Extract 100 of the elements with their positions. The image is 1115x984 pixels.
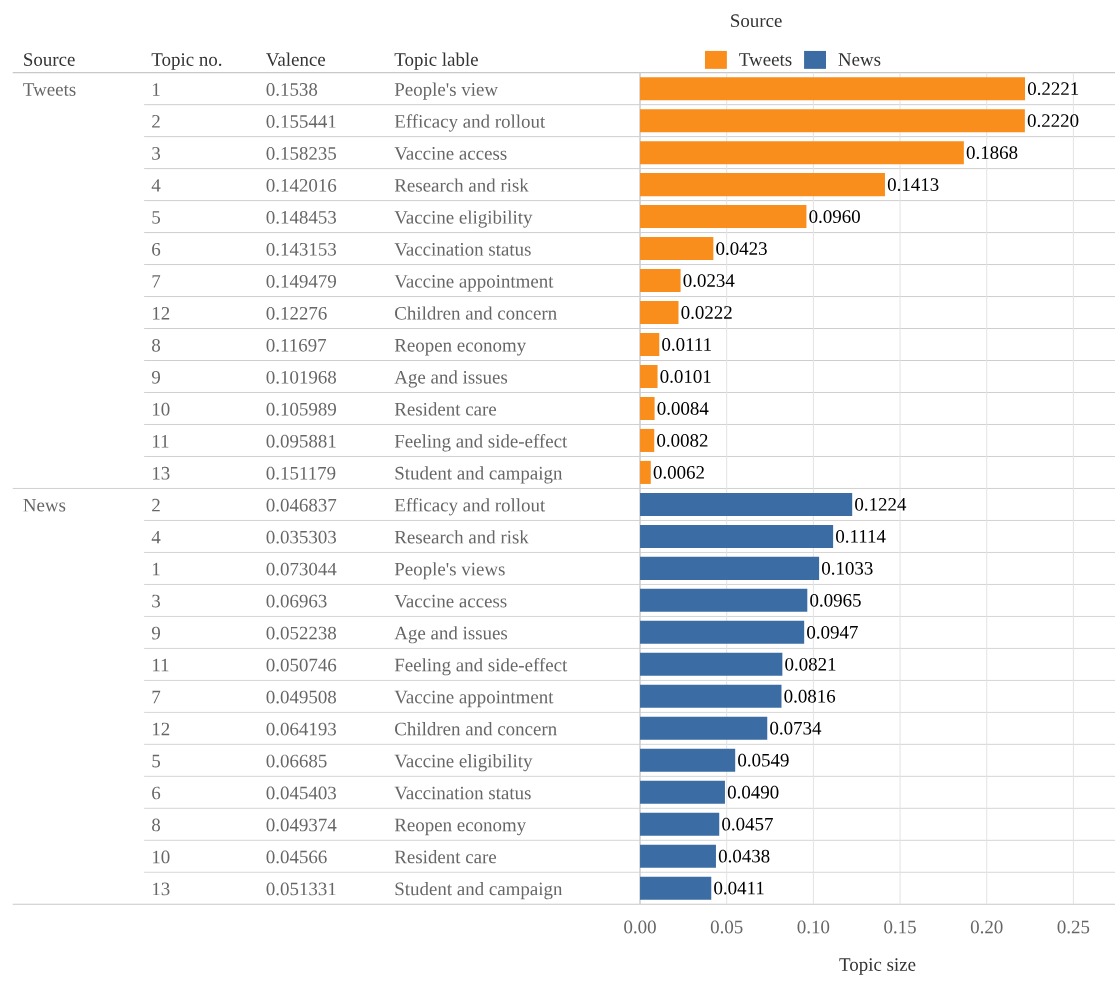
text: Valence [266,52,326,67]
text: Tweets [23,83,76,96]
y-tick-label: Vaccine eligibility [394,210,533,228]
text: 0.064193 [266,722,337,736]
text: 0.049508 [266,690,337,704]
y-tick-label: Vaccination status [394,786,531,800]
data-label: 0.0111 [662,338,711,352]
data-label: 0.0490 [727,785,779,799]
y-tick-label: Research and risk [394,530,529,544]
bar [640,429,655,453]
y-tick-label: Reopen economy [394,339,527,356]
text: Source [24,53,75,66]
data-label: 0.0821 [785,657,836,671]
text: 2 [152,498,160,512]
y-tick-label: Age and issues [394,626,508,644]
y-tick-label: Vaccination status [394,243,531,256]
text: 0.04566 [266,850,327,864]
legend-label: Tweets [739,53,792,66]
y-tick-label: Resident care [394,402,497,416]
text: 1 [152,83,160,96]
text: 4 [151,179,161,192]
text: 2 [152,115,160,128]
text: 0.155441 [266,115,336,128]
data-label: 0.1114 [836,530,886,543]
data-label: 0.1033 [822,562,873,575]
text: 4 [151,530,161,544]
y-tick-label: Vaccine access [394,594,507,608]
data-label: 0.0084 [657,402,709,415]
bar [640,461,651,485]
x-axis-title: Topic size [839,958,916,975]
data-label: 0.1224 [855,498,907,511]
text: 0.148453 [266,211,337,224]
text: 3 [152,147,161,160]
text: 0.052238 [266,626,337,640]
y-tick-label: People's view [394,82,498,100]
data-label: 0.0062 [653,466,704,479]
data-label: 0.0438 [718,849,770,863]
x-tick-label: 0.05 [710,920,743,934]
legend-label: News [838,53,881,66]
bar [640,397,655,421]
text: 3 [152,594,161,608]
bar [640,173,885,197]
data-label: 0.0965 [810,594,861,607]
text: 13 [152,466,170,480]
data-label: 0.0734 [770,721,822,735]
legend-title: Source [731,14,782,28]
text: 6 [152,786,161,800]
data-label: 0.0222 [681,306,732,320]
text: 10 [152,850,170,864]
y-tick-label: Research and risk [394,178,529,192]
text: 0.06685 [266,754,327,768]
text: 0.035303 [266,530,337,544]
y-tick-label: People's views [394,562,505,580]
y-tick-label: Children and concern [395,306,557,320]
bar [640,301,679,325]
y-tick-label: Vaccine access [394,147,507,160]
x-tick-label: 0.25 [1057,920,1090,934]
data-label: 0.1413 [887,178,939,192]
text: 5 [152,211,161,224]
bar [640,237,714,261]
text: 0.050746 [266,658,337,672]
text: 11 [152,435,169,448]
bar [640,684,782,708]
text: 11 [152,658,169,672]
y-tick-label: Vaccine appointment [394,275,554,292]
y-tick-label: Feeling and side-effect [394,658,568,676]
data-label: 0.0411 [714,881,764,895]
text: 0.142016 [266,179,337,192]
x-tick-label: 0.10 [797,920,830,934]
data-label: 0.0457 [722,817,773,831]
bar [640,333,660,357]
text: 0.12276 [266,307,327,320]
y-tick-label: Resident care [394,850,497,864]
y-tick-label: Feeling and side-effect [394,434,568,452]
bar [640,780,725,804]
data-label: 0.0947 [807,626,858,639]
data-label: 0.2221 [1027,82,1079,96]
data-label: 0.0960 [809,210,860,224]
text: 7 [152,690,161,704]
text: 0.046837 [266,498,337,512]
bar [640,205,807,229]
data-label: 0.1868 [966,146,1018,160]
y-tick-label: Reopen economy [394,818,527,836]
bar [640,141,964,165]
x-tick-label: 0.00 [624,920,656,934]
text: 0.073044 [266,562,337,576]
text: 8 [152,338,161,352]
text: 7 [152,275,161,288]
y-tick-label: Vaccine appointment [394,690,554,708]
text: 0.151179 [266,466,336,480]
bar [640,620,805,644]
data-label: 0.0234 [683,274,735,288]
bar [640,748,736,772]
x-tick-label: 0.15 [884,920,916,934]
text: 10 [152,402,170,416]
text: 0.06963 [266,594,327,608]
bar [640,876,712,900]
y-tick-label: Student and campaign [395,466,563,484]
bar [640,716,768,740]
x-tick-label: 0.20 [970,920,1003,934]
